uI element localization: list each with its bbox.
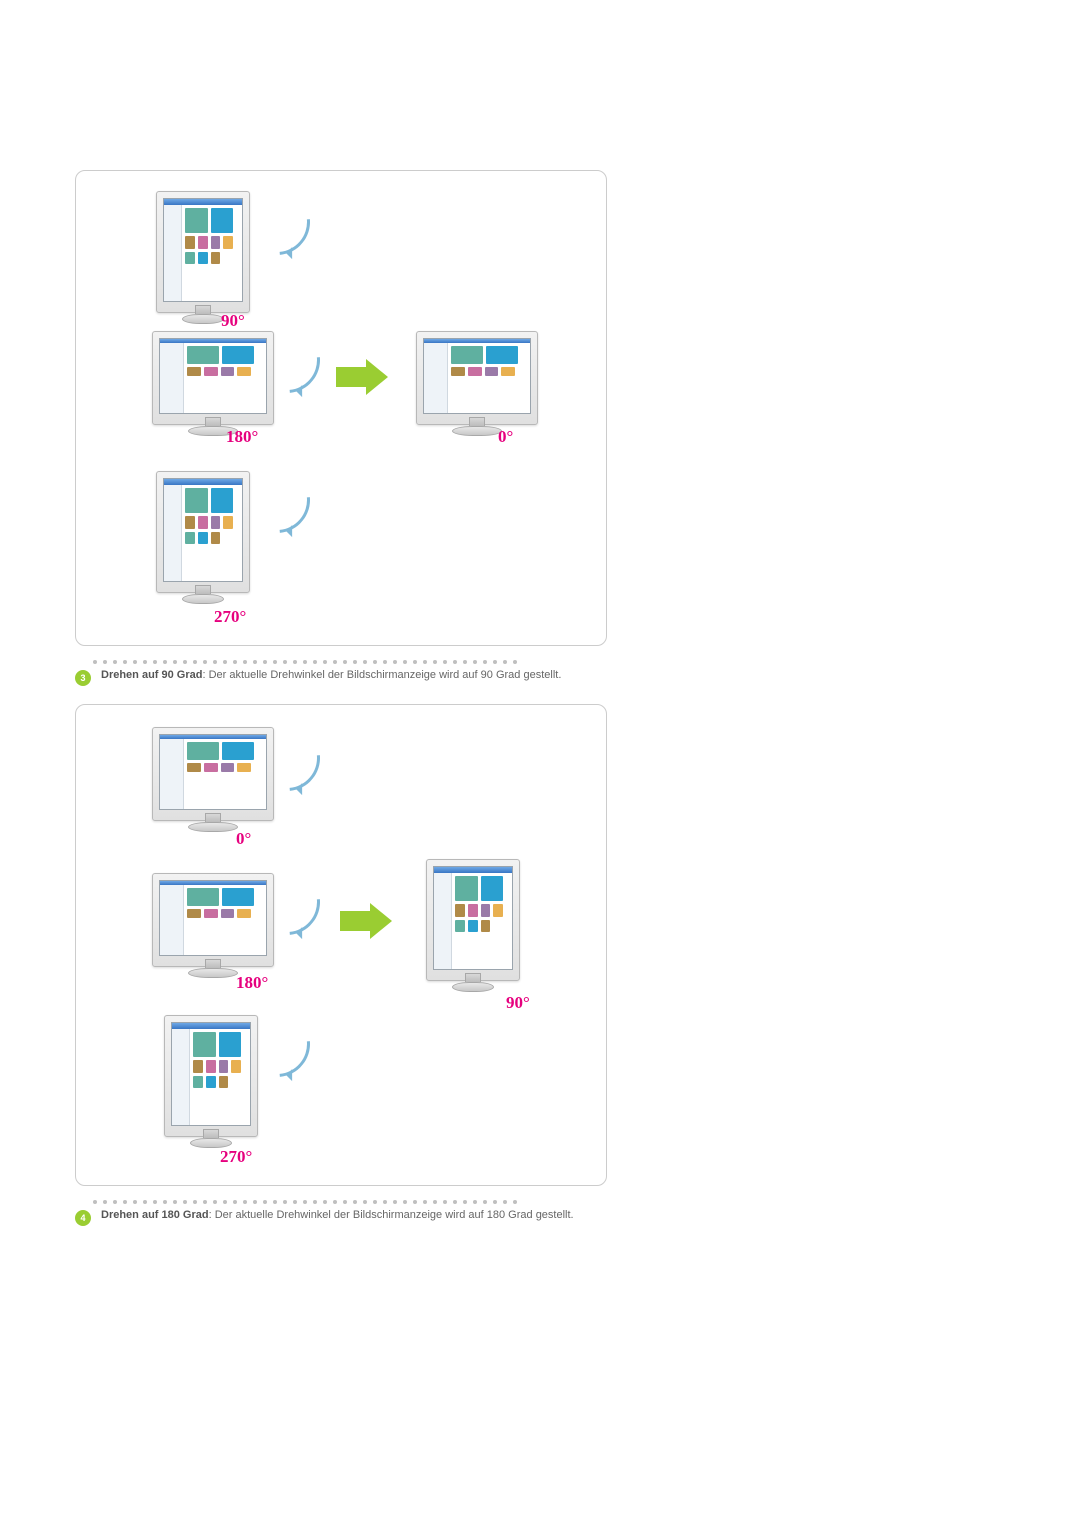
angle-label-180: 180° [226, 427, 258, 447]
monitor-180b [152, 873, 274, 967]
monitor-270 [156, 471, 250, 593]
step-badge-number: 4 [80, 1213, 85, 1223]
angle-label-180b: 180° [236, 973, 268, 993]
page: 90° 180° [0, 0, 1080, 1304]
angle-label-result-0: 0° [498, 427, 513, 447]
step-4: 4 Drehen auf 180 Grad: Der aktuelle Dreh… [75, 1206, 635, 1244]
step-badge-3: 3 [75, 670, 91, 686]
monitor-result-90 [426, 859, 520, 981]
angle-label-270: 270° [214, 607, 246, 627]
step-badge-4: 4 [75, 1210, 91, 1226]
angle-label-0b: 0° [236, 829, 251, 849]
divider-dots [75, 652, 623, 666]
diagram-panel-3: 90° 180° [75, 170, 607, 646]
step-body: : Der aktuelle Drehwinkel der Bildschirm… [202, 669, 561, 681]
step-3: 3 Drehen auf 90 Grad: Der aktuelle Drehw… [75, 666, 635, 704]
angle-label-90: 90° [221, 311, 245, 331]
monitor-270b [164, 1015, 258, 1137]
step-body: : Der aktuelle Drehwinkel der Bildschirm… [209, 1209, 574, 1221]
step-badge-number: 3 [80, 673, 85, 683]
step-title: Drehen auf 90 Grad [101, 669, 202, 681]
step-title: Drehen auf 180 Grad [101, 1209, 209, 1221]
monitor-90 [156, 191, 250, 313]
angle-label-270b: 270° [220, 1147, 252, 1167]
monitor-result-0 [416, 331, 538, 425]
step-text-3: Drehen auf 90 Grad: Der aktuelle Drehwin… [101, 668, 561, 684]
monitor-180 [152, 331, 274, 425]
angle-label-result-90: 90° [506, 993, 530, 1013]
step-text-4: Drehen auf 180 Grad: Der aktuelle Drehwi… [101, 1208, 574, 1224]
diagram-panel-4: 0° 180° [75, 704, 607, 1186]
divider-dots [75, 1192, 623, 1206]
monitor-0 [152, 727, 274, 821]
